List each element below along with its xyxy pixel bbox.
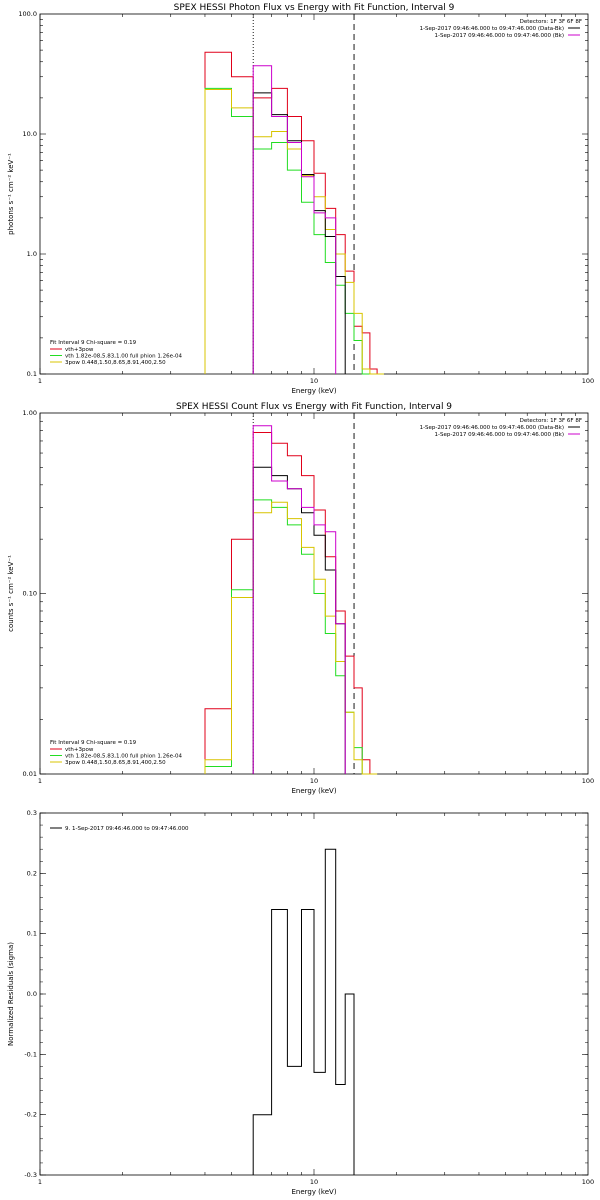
y-axis-label: counts s⁻¹ cm⁻² keV⁻¹ — [7, 555, 15, 632]
y-tick-label: 0.1 — [27, 930, 37, 938]
y-tick-label: 0.3 — [27, 809, 37, 817]
series-line-yellow — [204, 89, 384, 375]
detectors-label: Detectors: 1F 3F 6F 8F — [520, 418, 582, 424]
y-tick-label: 0.10 — [23, 590, 37, 598]
legend-entry: 3pow 0.448,1.50,8.65,8.91,400,2.50 — [65, 360, 166, 366]
fit-interval-label: Fit Interval 9 Chi-square = 0.19 — [50, 740, 137, 746]
legend-entry: vth 1.82e-08,5.83,1.00 full phion 1.26e-… — [65, 354, 182, 360]
detectors-label: Detectors: 1F 3F 6F 8F — [520, 19, 582, 25]
x-tick-label: 1 — [38, 1178, 42, 1186]
x-tick-label: 100 — [582, 1178, 594, 1186]
y-tick-label: 0.2 — [27, 869, 37, 877]
x-axis-label: Energy (keV) — [291, 787, 336, 795]
legend-entry: vth+3pow — [65, 747, 94, 753]
legend-entry: 3pow 0.448,1.50,8.65,8.91,400,2.50 — [65, 760, 166, 766]
chart-title: SPEX HESSI Count Flux vs Energy with Fit… — [176, 402, 452, 412]
y-tick-label: 10.0 — [23, 130, 37, 138]
series-line-green — [204, 499, 378, 775]
y-tick-label: 100.0 — [18, 10, 37, 18]
x-tick-label: 100 — [582, 377, 594, 385]
x-axis-label: Energy (keV) — [291, 387, 336, 395]
series-line-black — [252, 466, 346, 774]
y-tick-label: 1.0 — [27, 250, 37, 258]
y-tick-label: 0.1 — [27, 370, 37, 378]
series-line-black — [252, 92, 346, 374]
legend-entry-bk: 1-Sep-2017 09:46:46.000 to 09:47:46.000 … — [435, 432, 565, 438]
series-line-magenta — [252, 425, 346, 774]
y-tick-label: -0.3 — [24, 1171, 37, 1179]
legend-entry-bk: 1-Sep-2017 09:46:46.000 to 09:47:46.000 … — [435, 33, 565, 39]
residual-legend-entry: 9. 1-Sep-2017 09:46:46.000 to 09:47:46.0… — [65, 826, 189, 832]
chart-panel-2: 1 10 100 0.01 0.10 1.00 SPEX HESSI Count Flux … — [7, 402, 594, 795]
fit-interval-label: Fit Interval 9 Chi-square = 0.19 — [50, 340, 137, 346]
y-tick-label: 1.00 — [23, 409, 37, 417]
x-axis-label: Energy (keV) — [291, 1188, 336, 1196]
x-tick-label: 10 — [310, 377, 318, 385]
series-line-red — [204, 432, 378, 775]
y-tick-label: 0.01 — [23, 770, 37, 778]
x-tick-label: 1 — [38, 377, 42, 385]
chart-panel-1: 1 10 100 0.1 1.0 10.0 100.0 SPEX HESSI Photon F… — [7, 3, 594, 395]
legend-entry: vth+3pow — [65, 347, 94, 353]
legend-entry: vth 1.82e-08,5.83,1.00 full phion 1.26e-… — [65, 754, 182, 760]
y-tick-label: 0.0 — [27, 990, 37, 998]
y-tick-label: -0.2 — [24, 1111, 37, 1119]
y-axis-label: photons s⁻¹ cm⁻² keV⁻¹ — [7, 153, 15, 235]
x-tick-label: 10 — [310, 1178, 318, 1186]
y-axis-label: Normalized Residuals (sigma) — [7, 942, 15, 1046]
x-tick-label: 100 — [582, 777, 594, 785]
legend-entry-data: 1-Sep-2017 09:46:46.000 to 09:47:46.000 … — [420, 425, 564, 431]
chart-panel-3: 1 10 100 -0.3 -0.2 -0.1 0.0 0.1 0.2 0.3 Energy (ke… — [7, 809, 594, 1196]
legend-entry-data: 1-Sep-2017 09:46:46.000 to 09:47:46.000 … — [420, 26, 564, 32]
series-line-black — [252, 848, 355, 1175]
series-line-yellow — [204, 501, 378, 775]
series-line-magenta — [252, 65, 337, 374]
x-tick-label: 10 — [310, 777, 318, 785]
chart-title: SPEX HESSI Photon Flux vs Energy with Fi… — [174, 3, 455, 13]
series-line-green — [204, 87, 384, 375]
x-tick-label: 1 — [38, 777, 42, 785]
y-tick-label: -0.1 — [24, 1050, 37, 1058]
